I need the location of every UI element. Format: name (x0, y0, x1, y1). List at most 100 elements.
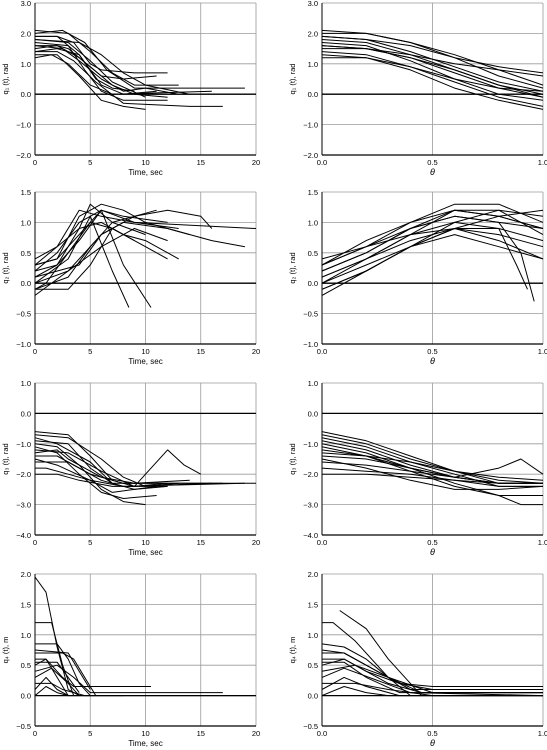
y-tick-label: −2.0 (303, 470, 318, 479)
x-tick-label: 10 (141, 538, 149, 547)
y-tick-label: −0.5 (16, 722, 31, 731)
y-tick-label: 1.0 (308, 60, 318, 69)
y-axis-label: q₃ (t), rad (1, 443, 10, 474)
y-axis-label: q₂ (t), rad (1, 252, 10, 283)
chart-panel-6: −4.0 −3.0 −2.0 −1.0 0.0 1.0 0.0 0.5 1.0 θ q₃ (t), … (288, 379, 547, 557)
y-tick-label: 3.0 (21, 0, 31, 8)
x-tick-label: 0.0 (317, 538, 327, 547)
x-tick-label: 1.0 (538, 538, 547, 547)
series-line-2 (321, 443, 543, 506)
series-line-3 (35, 643, 91, 696)
series-line-14 (34, 48, 135, 92)
series-line-13 (35, 467, 168, 487)
y-tick-label: 2.0 (21, 29, 31, 38)
x-tick-label: 0.0 (317, 347, 327, 356)
y-tick-label: 0.5 (308, 661, 318, 670)
y-tick-label: 0.0 (21, 692, 31, 701)
y-tick-label: −1.0 (303, 121, 318, 130)
series-line-13 (34, 203, 190, 266)
series-line-6 (34, 667, 80, 696)
series-line-10 (321, 649, 543, 690)
series-line-6 (35, 54, 146, 110)
y-axis-label: q₂ (t), rad (288, 252, 297, 283)
y-tick-label: 0.0 (21, 279, 31, 288)
y-tick-label: 0.0 (308, 409, 318, 418)
series-line-10 (321, 35, 544, 74)
series-line-4 (35, 652, 97, 696)
y-axis-label: q₁ (t), rad (288, 64, 297, 95)
x-tick-label: 0.5 (427, 729, 437, 738)
y-axis-label: q₄ (t), m (1, 637, 10, 664)
y-tick-label: 1.5 (308, 600, 318, 609)
x-tick-label: 15 (197, 158, 205, 167)
x-tick-label: 5 (88, 158, 92, 167)
x-tick-label: 20 (252, 158, 260, 167)
x-axis-label: Time, sec (128, 168, 162, 177)
series-line-13 (321, 467, 543, 487)
y-tick-label: 0.5 (308, 249, 318, 258)
x-axis-label: θ (430, 547, 435, 557)
x-tick-label: 0.0 (317, 158, 327, 167)
series-line-4 (35, 455, 245, 487)
series-line-11 (35, 682, 124, 697)
y-tick-label: 0.0 (308, 90, 318, 99)
y-tick-label: 1.0 (21, 60, 31, 69)
y-tick-label: 1.0 (21, 218, 31, 227)
x-axis-label: Time, sec (128, 357, 162, 366)
y-tick-label: 3.0 (308, 0, 318, 8)
x-tick-label: 15 (197, 538, 205, 547)
series-line-12 (34, 440, 223, 484)
x-tick-label: 10 (141, 158, 149, 167)
series-line-9 (321, 434, 544, 484)
series-line-12 (34, 45, 179, 95)
chart-panel-3: −1.0 −0.5 0.0 0.5 1.0 1.5 0 5 10 15 20 Time, sec q₂ … (1, 188, 260, 366)
series-line-13 (321, 203, 544, 266)
x-tick-label: 20 (252, 347, 260, 356)
x-tick-label: 5 (88, 538, 92, 547)
chart-panel-7: −0.5 0.0 0.5 1.0 1.5 2.0 0 5 10 15 20 Time, sec q₄ (… (1, 570, 260, 748)
y-tick-label: 0.0 (21, 90, 31, 99)
series-line-9 (34, 434, 179, 487)
series-line-8 (321, 228, 544, 260)
chart-panel-2: −2.0 −1.0 0.0 1.0 2.0 3.0 0.0 0.5 1.0 θ q₁ (t), ra… (288, 0, 547, 177)
x-axis-label: Time, sec (128, 548, 162, 557)
y-tick-label: −2.0 (16, 470, 31, 479)
y-tick-label: −2.0 (303, 151, 318, 160)
series-line-10 (321, 228, 544, 290)
series-line-3 (34, 29, 245, 89)
series-line-14 (34, 228, 168, 284)
series-line-8 (34, 221, 179, 260)
series-line-3 (34, 449, 202, 487)
series-line-7 (321, 29, 544, 86)
series-line-7 (322, 658, 543, 687)
x-axis-label: Time, sec (128, 739, 162, 748)
series-line-1 (34, 209, 168, 266)
series-line-10 (34, 649, 91, 690)
y-tick-label: 1.0 (21, 379, 31, 388)
x-tick-label: 20 (252, 538, 260, 547)
x-tick-label: 0 (33, 347, 37, 356)
x-tick-label: 20 (252, 729, 260, 738)
x-tick-label: 0 (33, 158, 37, 167)
series-line-2 (34, 443, 146, 506)
y-tick-label: 0.5 (21, 249, 31, 258)
series-line-6 (34, 209, 179, 266)
y-tick-label: −4.0 (303, 531, 318, 540)
y-tick-label: −2.0 (16, 151, 31, 160)
x-axis-label: θ (430, 356, 435, 366)
x-tick-label: 0.5 (427, 538, 437, 547)
series-line-8 (34, 664, 223, 694)
series-line-12 (321, 234, 544, 284)
y-axis-label: q₁ (t), rad (1, 64, 10, 95)
series-line-9 (321, 42, 544, 101)
y-tick-label: −1.0 (303, 440, 318, 449)
x-tick-label: 1.0 (538, 347, 547, 356)
y-tick-label: 2.0 (308, 570, 318, 579)
chart-panel-1: −2.0 −1.0 0.0 1.0 2.0 3.0 0 5 10 15 20 Time, sec q₁ … (1, 0, 260, 177)
y-tick-label: −0.5 (303, 310, 318, 319)
x-tick-label: 15 (197, 729, 205, 738)
y-tick-label: −1.0 (303, 340, 318, 349)
y-tick-label: 2.0 (21, 570, 31, 579)
chart-panel-5: −4.0 −3.0 −2.0 −1.0 0.0 1.0 0 5 10 15 20 Time, sec q… (1, 379, 260, 557)
y-tick-label: 0.0 (308, 279, 318, 288)
